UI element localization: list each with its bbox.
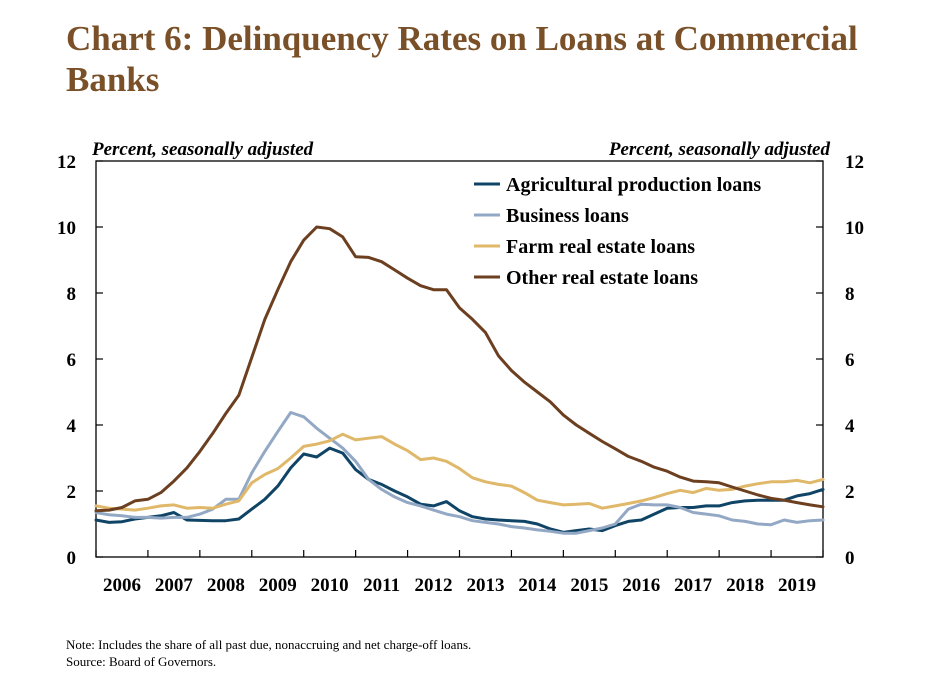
legend-label-4: Other real estate loans — [506, 267, 698, 289]
note-text: Note: Includes the share of all past due… — [66, 637, 472, 652]
x-tick-label: 2018 — [726, 575, 764, 596]
right-axis-unit-label: Percent, seasonally adjusted — [608, 139, 830, 160]
y-tick-label-left: 0 — [67, 548, 77, 569]
x-tick-label: 2009 — [259, 575, 297, 596]
x-tick-label: 2012 — [415, 575, 453, 596]
plot-frame — [95, 160, 824, 558]
series-line-1 — [94, 446, 825, 534]
y-tick-label-right: 0 — [845, 548, 855, 569]
x-tick-label: 2014 — [518, 575, 557, 596]
x-tick-label: 2006 — [103, 575, 141, 596]
x-tick-label: 2017 — [674, 575, 713, 596]
legend-label-3: Farm real estate loans — [506, 236, 695, 258]
left-axis-unit-label: Percent, seasonally adjusted — [92, 139, 314, 160]
series-line-3 — [94, 432, 825, 512]
series-line-2 — [94, 411, 825, 535]
x-tick-label: 2019 — [778, 575, 816, 596]
y-tick-label-right: 10 — [845, 218, 864, 239]
y-tick-label-left: 10 — [57, 218, 76, 239]
y-tick-label-left: 8 — [67, 284, 77, 305]
footnote: Note: Includes the share of all past due… — [66, 636, 471, 670]
x-tick-label: 2015 — [570, 575, 608, 596]
x-tick-label: 2013 — [466, 575, 504, 596]
y-tick-label-left: 2 — [67, 482, 77, 503]
y-tick-label-left: 4 — [67, 416, 77, 437]
y-tick-label-right: 6 — [845, 350, 855, 371]
y-tick-label-left: 6 — [67, 350, 77, 371]
series-lines — [94, 225, 825, 535]
source-text: Source: Board of Governors. — [66, 654, 217, 669]
y-tick-label-right: 12 — [845, 152, 864, 173]
legend-label-2: Business loans — [506, 205, 629, 227]
legend-label-1: Agricultural production loans — [506, 174, 761, 196]
series-line-4 — [94, 225, 825, 513]
y-tick-label-right: 8 — [845, 284, 855, 305]
y-tick-label-left: 12 — [57, 152, 76, 173]
x-tick-label: 2007 — [155, 575, 194, 596]
axes: 0 0 2 2 4 4 6 6 8 8 10 10 12 12 2006 2007 2008 2009 2010 20… — [57, 152, 864, 596]
x-tick-label: 2008 — [207, 575, 245, 596]
y-tick-label-right: 2 — [845, 482, 855, 503]
chart-title: Chart 6: Delinquency Rates on Loans at C… — [66, 19, 858, 99]
x-tick-label: 2016 — [622, 575, 660, 596]
y-tick-label-right: 4 — [845, 416, 855, 437]
x-tick-label: 2010 — [311, 575, 349, 596]
x-tick-label: 2011 — [363, 575, 400, 596]
legend: Agricultural production loans Business lo… — [474, 174, 761, 289]
